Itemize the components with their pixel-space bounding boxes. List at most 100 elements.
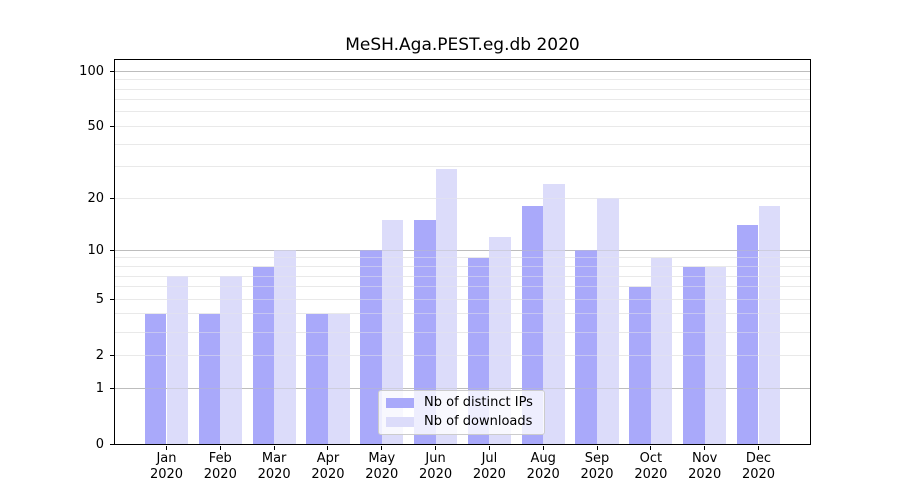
legend-swatch-downloads [386, 417, 414, 427]
x-tick-mark-apr [327, 446, 329, 450]
legend-item-distinct-ips: Nb of distinct IPs [386, 395, 544, 411]
x-tick-label-jul: Jul 2020 [472, 451, 506, 482]
gridline-minor-60 [115, 111, 810, 113]
legend-label-distinct-ips: Nb of distinct IPs [424, 395, 533, 410]
gridline-minor-40 [115, 143, 810, 145]
bar-distinct-ips-dec [736, 225, 759, 444]
x-tick-mark-jun [435, 446, 437, 450]
y-tick-label-10: 10 [87, 242, 104, 258]
bar-downloads-nov [704, 266, 727, 444]
legend: Nb of distinct IPs Nb of downloads [378, 390, 545, 435]
y-tick-label-100: 100 [79, 63, 104, 79]
gridline-minor-30 [115, 166, 810, 168]
bar-downloads-apr [327, 313, 350, 444]
bar-distinct-ips-apr [306, 313, 328, 444]
gridline-major-1 [115, 387, 810, 389]
bar-distinct-ips-jan [144, 313, 167, 444]
y-tick-mark-1 [110, 387, 114, 389]
bar-distinct-ips-may [360, 250, 382, 444]
gridline-minor-4 [115, 313, 810, 315]
gridline-major-100 [115, 70, 810, 72]
y-tick-mark-50 [110, 125, 114, 127]
gridline-major-10 [115, 249, 810, 251]
chart-title: MeSH.Aga.PEST.eg.db 2020 [345, 35, 580, 55]
gridline-minor-20 [115, 197, 810, 199]
bar-downloads-oct [650, 257, 673, 444]
bar-distinct-ips-jun [413, 220, 436, 444]
bar-downloads-feb [220, 276, 242, 444]
gridline-minor-3 [115, 331, 810, 333]
x-tick-label-aug: Aug 2020 [526, 451, 560, 482]
gridline-minor-40 [115, 143, 810, 145]
y-tick-label-50: 50 [87, 118, 104, 134]
x-tick-label-dec: Dec 2020 [741, 451, 776, 482]
x-tick-mark-aug [542, 446, 544, 450]
gridline-minor-7 [115, 275, 810, 277]
gridline-minor-2 [115, 354, 810, 356]
gridlines-over-layer [115, 60, 810, 444]
x-tick-mark-jul [488, 446, 490, 450]
legend-swatch-distinct-ips [386, 398, 414, 408]
gridline-minor-60 [115, 111, 810, 113]
gridline-minor-70 [115, 99, 810, 101]
bar-downloads-dec [758, 206, 781, 444]
gridline-minor-2 [115, 354, 810, 356]
bar-downloads-aug [543, 183, 565, 444]
bar-downloads-sep [597, 198, 619, 444]
gridline-major-100 [115, 70, 810, 72]
x-tick-label-mar: Mar 2020 [257, 451, 291, 482]
x-tick-label-may: May 2020 [365, 451, 399, 482]
gridline-minor-6 [115, 286, 810, 288]
x-tick-mark-feb [219, 446, 221, 450]
y-tick-mark-20 [110, 197, 114, 199]
x-tick-mark-sep [596, 446, 598, 450]
gridline-major-10 [115, 249, 810, 251]
y-tick-label-2: 2 [95, 347, 104, 363]
gridline-minor-4 [115, 313, 810, 315]
gridline-minor-90 [115, 79, 810, 81]
y-tick-mark-100 [110, 70, 114, 72]
gridline-minor-80 [115, 88, 810, 90]
gridline-minor-9 [115, 257, 810, 259]
gridline-minor-8 [115, 266, 810, 267]
y-tick-mark-5 [110, 298, 114, 300]
gridline-minor-50 [115, 125, 810, 127]
gridline-minor-70 [115, 99, 810, 101]
bar-distinct-ips-nov [683, 266, 705, 444]
bar-distinct-ips-sep [575, 250, 598, 444]
bar-downloads-may [381, 220, 404, 444]
x-tick-mark-may [381, 446, 383, 450]
y-tick-label-20: 20 [87, 190, 104, 206]
x-tick-label-sep: Sep 2020 [580, 451, 614, 482]
bar-distinct-ips-feb [198, 313, 221, 444]
x-tick-mark-oct [650, 446, 652, 450]
legend-item-downloads: Nb of downloads [386, 414, 544, 430]
x-tick-label-jan: Jan 2020 [149, 451, 184, 482]
x-tick-mark-nov [704, 446, 706, 450]
x-tick-label-apr: Apr 2020 [311, 451, 345, 482]
bar-distinct-ips-aug [521, 206, 544, 444]
y-tick-mark-2 [110, 354, 114, 356]
gridline-minor-50 [115, 125, 810, 127]
gridline-minor-30 [115, 166, 810, 168]
y-tick-mark-10 [110, 249, 114, 251]
y-tick-label-5: 5 [95, 291, 104, 307]
plot-area [114, 59, 811, 445]
gridline-minor-90 [115, 79, 810, 81]
x-tick-mark-dec [758, 446, 759, 450]
gridline-minor-20 [115, 197, 810, 199]
x-tick-label-nov: Nov 2020 [688, 451, 722, 482]
x-tick-mark-jan [166, 446, 167, 450]
bar-downloads-jan [166, 276, 189, 444]
y-tick-label-1: 1 [95, 380, 104, 396]
gridline-major-1 [115, 387, 810, 389]
y-tick-label-0: 0 [95, 436, 104, 452]
gridline-minor-8 [115, 266, 810, 267]
gridline-minor-5 [115, 298, 810, 300]
bar-distinct-ips-mar [252, 266, 275, 444]
x-tick-label-oct: Oct 2020 [634, 451, 668, 482]
bar-distinct-ips-oct [629, 286, 651, 444]
x-tick-mark-mar [273, 446, 275, 450]
y-tick-mark-0 [110, 443, 114, 445]
